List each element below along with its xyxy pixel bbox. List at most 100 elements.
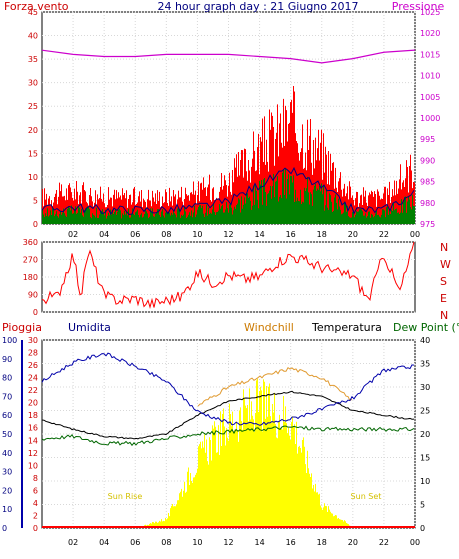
temperature-tick-label: 40 bbox=[420, 336, 430, 345]
humidity-tick-label: 90 bbox=[2, 355, 12, 364]
humidity-tick-label: 20 bbox=[2, 486, 12, 495]
wind-tick-label: 40 bbox=[28, 32, 38, 41]
bottom-time-label: 14 bbox=[254, 538, 264, 547]
top-time-label: 00 bbox=[410, 230, 420, 239]
direction-tick-label: 360 bbox=[23, 238, 38, 247]
humidity-tick-label: 50 bbox=[2, 430, 12, 439]
top-time-label: 20 bbox=[348, 230, 358, 239]
chart-marks bbox=[41, 49, 416, 528]
rain-tick-label: 28 bbox=[28, 349, 38, 358]
temperatura-line bbox=[41, 390, 415, 440]
pressure-tick-label: 1025 bbox=[420, 8, 440, 17]
windchill-line bbox=[197, 367, 353, 407]
bottom-time-label: 22 bbox=[379, 538, 389, 547]
top-time-label: 08 bbox=[161, 230, 171, 239]
pressure-tick-label: 1000 bbox=[420, 114, 440, 123]
direction-tick-label: 270 bbox=[23, 256, 38, 265]
temperature-tick-label: 30 bbox=[420, 383, 430, 392]
humidity-tick-label: 0 bbox=[2, 524, 7, 533]
wind-tick-label: 15 bbox=[28, 149, 38, 158]
top-time-label: 10 bbox=[192, 230, 202, 239]
wind-tick-label: 5 bbox=[33, 196, 38, 205]
rain-tick-label: 10 bbox=[28, 461, 38, 470]
dew-point-label: Dew Point (°C bbox=[393, 321, 459, 334]
humidity-tick-label: 30 bbox=[2, 468, 12, 477]
humidity-tick-label: 60 bbox=[2, 411, 12, 420]
wind-tick-label: 30 bbox=[28, 79, 38, 88]
rain-tick-label: 6 bbox=[33, 486, 38, 495]
top-time-label: 14 bbox=[254, 230, 264, 239]
rain-tick-label: 4 bbox=[33, 499, 38, 508]
temperature-tick-label: 10 bbox=[420, 477, 430, 486]
humidity-tick-label: 80 bbox=[2, 374, 12, 383]
rain-tick-label: 30 bbox=[28, 336, 38, 345]
top-time-label: 22 bbox=[379, 230, 389, 239]
direction-tick-label: 0 bbox=[33, 308, 38, 317]
temperature-tick-label: 0 bbox=[420, 524, 425, 533]
compass-n-bottom: N bbox=[440, 309, 448, 322]
wind-tick-label: 10 bbox=[28, 173, 38, 182]
chart-title: 24 hour graph day : 21 Giugno 2017 bbox=[157, 0, 358, 13]
bottom-time-label: 08 bbox=[161, 538, 171, 547]
wind-tick-label: 35 bbox=[28, 55, 38, 64]
bottom-time-label: 10 bbox=[192, 538, 202, 547]
rain-tick-label: 16 bbox=[28, 424, 38, 433]
rain-tick-label: 0 bbox=[33, 524, 38, 533]
pressure-tick-label: 1010 bbox=[420, 72, 440, 81]
rain-tick-label: 18 bbox=[28, 411, 38, 420]
wind-speed-label: Forza vento bbox=[4, 0, 69, 13]
top-time-label: 18 bbox=[317, 230, 327, 239]
temperature-tick-label: 15 bbox=[420, 454, 430, 463]
rain-tick-label: 8 bbox=[33, 474, 38, 483]
humidity-tick-label: 10 bbox=[2, 505, 12, 514]
bottom-time-label: 12 bbox=[223, 538, 233, 547]
wind-tick-label: 45 bbox=[28, 8, 38, 17]
bottom-time-label: 02 bbox=[68, 538, 78, 547]
rain-tick-label: 2 bbox=[33, 511, 38, 520]
pressure-tick-label: 985 bbox=[420, 178, 435, 187]
top-time-label: 12 bbox=[223, 230, 233, 239]
bottom-time-label: 06 bbox=[130, 538, 140, 547]
pressure-tick-label: 975 bbox=[420, 220, 435, 229]
middle-grid bbox=[42, 241, 415, 313]
top-time-label: 16 bbox=[286, 230, 296, 239]
wind-tick-label: 25 bbox=[28, 102, 38, 111]
rain-tick-label: 24 bbox=[28, 374, 38, 383]
bottom-time-label: 18 bbox=[317, 538, 327, 547]
humidity-label: Umidita bbox=[68, 321, 111, 334]
wind-average-line bbox=[41, 166, 415, 216]
sunrise-label: Sun Rise bbox=[108, 492, 143, 501]
sunset-label: Sun Set bbox=[351, 492, 382, 501]
pressure-tick-label: 990 bbox=[420, 156, 435, 165]
pressure-tick-label: 980 bbox=[420, 199, 435, 208]
temperature-tick-label: 5 bbox=[420, 501, 425, 510]
pressure-tick-label: 1020 bbox=[420, 29, 440, 38]
pressure-tick-label: 1005 bbox=[420, 93, 440, 102]
rain-tick-label: 22 bbox=[28, 386, 38, 395]
compass-e: E bbox=[440, 292, 447, 305]
compass-s: S bbox=[440, 275, 447, 288]
rain-label: Pioggia bbox=[2, 321, 42, 334]
pressure-line bbox=[41, 49, 416, 64]
tick-labels: 0510152025303540459759809859909951000100… bbox=[2, 8, 440, 547]
bottom-time-label: 04 bbox=[99, 538, 109, 547]
temperature-tick-label: 35 bbox=[420, 360, 430, 369]
rain-tick-label: 26 bbox=[28, 361, 38, 370]
compass-w: W bbox=[440, 258, 451, 271]
wind-tick-label: 0 bbox=[33, 220, 38, 229]
compass-n-top: N bbox=[440, 241, 448, 254]
wind-direction-line bbox=[41, 241, 415, 310]
bottom-time-label: 00 bbox=[410, 538, 420, 547]
umidita-line bbox=[41, 352, 415, 426]
direction-tick-label: 180 bbox=[23, 273, 38, 282]
pressure-tick-label: 1015 bbox=[420, 50, 440, 59]
wind-tick-label: 20 bbox=[28, 126, 38, 135]
pressure-label: Pressione bbox=[392, 0, 445, 13]
top-time-label: 04 bbox=[99, 230, 109, 239]
direction-tick-label: 90 bbox=[28, 291, 38, 300]
bottom-time-label: 20 bbox=[348, 538, 358, 547]
bottom-time-label: 16 bbox=[286, 538, 296, 547]
temperature-tick-label: 20 bbox=[420, 430, 430, 439]
